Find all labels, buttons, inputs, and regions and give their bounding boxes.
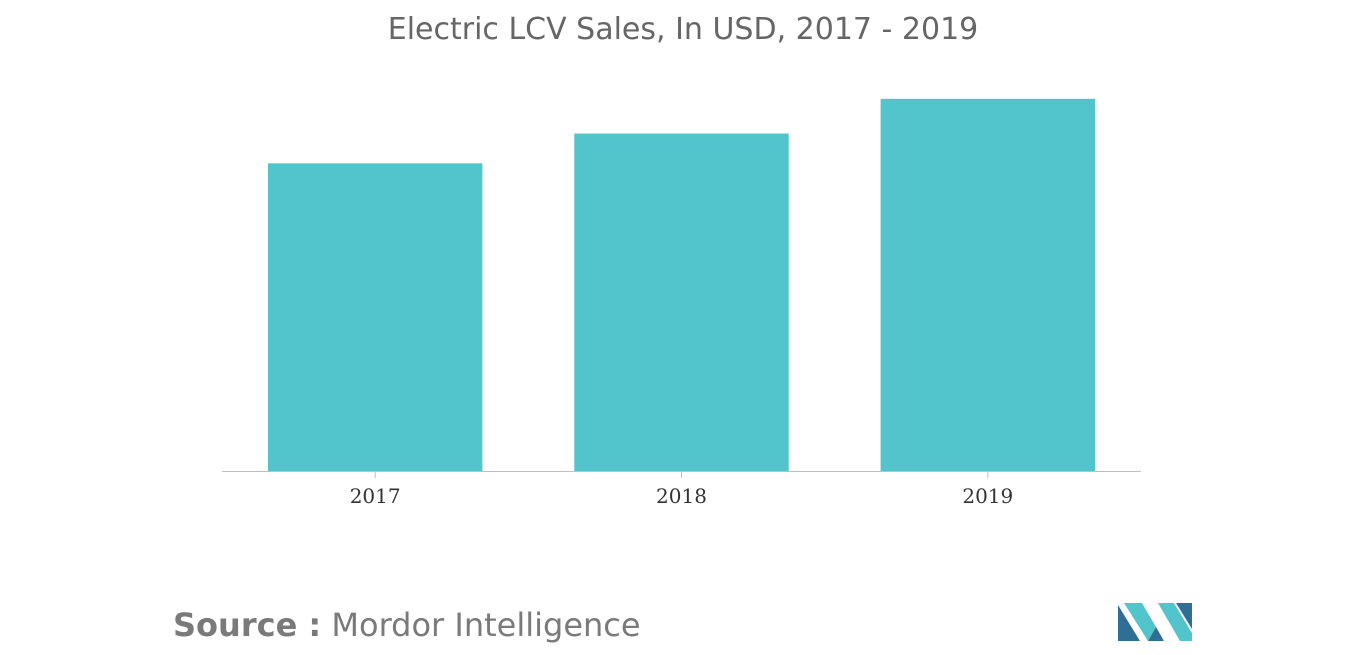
source-name: Mordor Intelligence — [331, 606, 641, 644]
chart-title: Electric LCV Sales, In USD, 2017 - 2019 — [387, 12, 979, 47]
bar-2017 — [267, 163, 483, 471]
bar-2019 — [880, 98, 1096, 471]
source-label: Source : — [173, 606, 322, 644]
source-line: Source : Mordor Intelligence — [173, 606, 641, 644]
x-tick-label-2017: 2017 — [350, 484, 401, 508]
x-tick-label-2018: 2018 — [656, 484, 707, 508]
bar-2018 — [574, 133, 789, 472]
x-tick-label-2019: 2019 — [962, 484, 1013, 508]
mordor-intelligence-logo-icon — [1118, 603, 1192, 641]
